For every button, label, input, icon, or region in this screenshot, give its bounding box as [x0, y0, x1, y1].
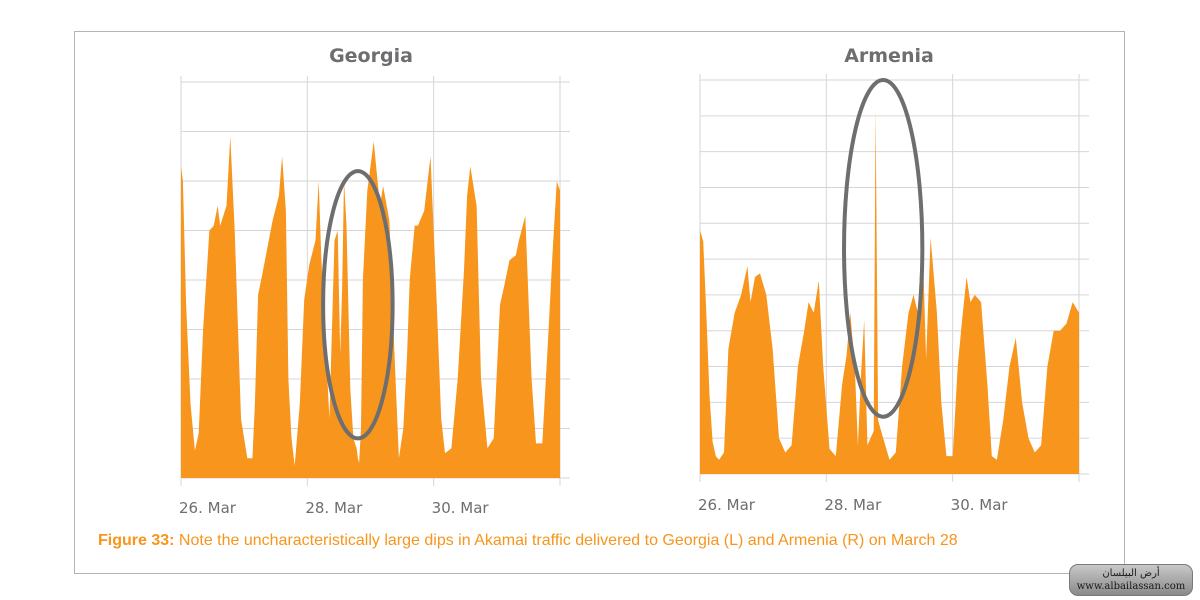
- dip-highlight-ellipse: [842, 78, 925, 419]
- x-tick-label: 28. Mar: [824, 496, 882, 514]
- x-tick-label: 28. Mar: [305, 499, 363, 517]
- dip-highlight-ellipse: [321, 169, 395, 441]
- x-tick-label: 30. Mar: [432, 499, 490, 517]
- watermark-line1: أرض البيلسان: [1102, 568, 1160, 579]
- x-ticks: 26. Mar 28. Mar 30. Mar: [179, 499, 489, 517]
- figure-caption: Figure 33: Note the uncharacteristically…: [98, 532, 958, 550]
- chart-title: Georgia: [329, 45, 413, 67]
- caption-text: Note the uncharacteristically large dips…: [178, 532, 958, 549]
- watermark-line2: www.albailassan.com: [1076, 581, 1186, 592]
- chart-title: Armenia: [844, 45, 934, 67]
- chart-georgia: Georgia 26. Mar 28. Mar 30. Mar: [179, 45, 570, 517]
- x-tick-label: 26. Mar: [179, 499, 237, 517]
- figure-frame: [74, 31, 1125, 574]
- traffic-area: [700, 108, 1079, 474]
- x-ticks: 26. Mar 28. Mar 30. Mar: [698, 496, 1008, 514]
- x-tick-label: 26. Mar: [698, 496, 756, 514]
- watermark-badge: أرض البيلسان www.albailassan.com: [1069, 564, 1193, 596]
- x-tick-label: 30. Mar: [951, 496, 1009, 514]
- chart-armenia: Armenia 26. Mar 28. Mar 30. Mar: [698, 45, 1089, 514]
- traffic-area: [181, 136, 560, 478]
- caption-label: Figure 33:: [98, 532, 175, 549]
